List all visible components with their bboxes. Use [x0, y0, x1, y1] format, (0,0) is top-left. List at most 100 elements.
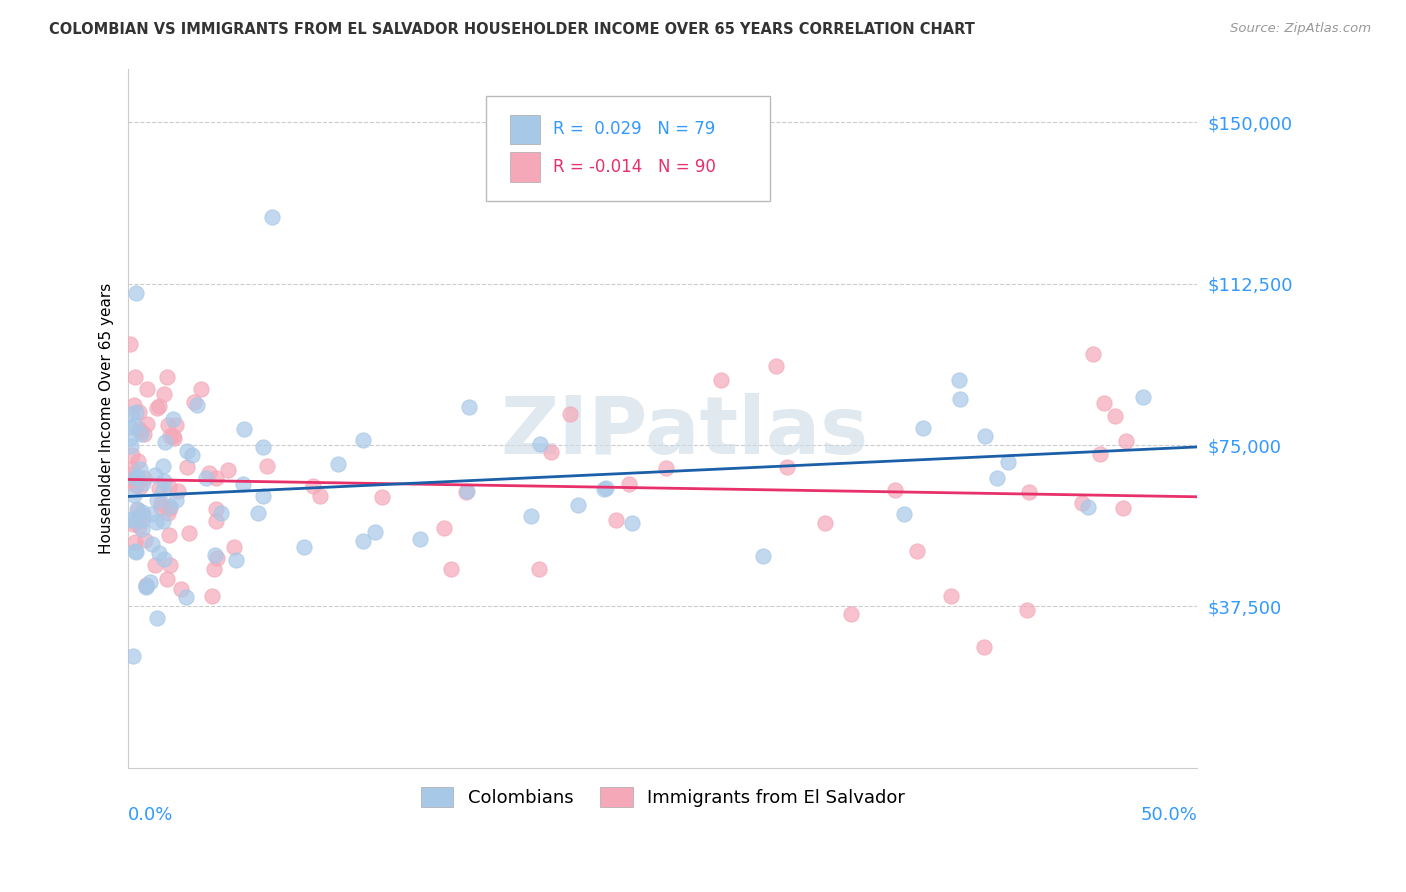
Point	[150, 495, 173, 509]
Point	[201, 590, 224, 604]
Point	[194, 470, 217, 484]
Point	[128, 519, 150, 533]
Point	[141, 537, 163, 551]
Point	[162, 432, 184, 446]
Point	[143, 468, 166, 483]
Point	[170, 582, 193, 596]
Point	[156, 370, 179, 384]
Point	[153, 434, 176, 449]
Point	[654, 461, 676, 475]
Point	[145, 515, 167, 529]
Point	[132, 508, 155, 522]
Point	[148, 546, 170, 560]
Point	[174, 590, 197, 604]
Point	[1104, 409, 1126, 424]
Point	[152, 483, 174, 497]
Point	[179, 525, 201, 540]
Point	[153, 387, 176, 401]
Point	[433, 521, 456, 535]
Point	[121, 462, 143, 476]
Point	[152, 514, 174, 528]
Point	[529, 562, 551, 576]
Point	[134, 533, 156, 547]
Point	[153, 474, 176, 488]
Point	[157, 417, 180, 432]
Point	[1017, 602, 1039, 616]
Point	[1088, 448, 1111, 462]
Point	[122, 517, 145, 532]
Point	[121, 448, 143, 462]
Point	[883, 483, 905, 497]
Point	[520, 508, 543, 523]
Point	[456, 484, 478, 499]
Point	[186, 399, 208, 413]
Point	[146, 401, 169, 416]
Point	[120, 431, 142, 445]
Point	[134, 426, 156, 441]
Point	[125, 286, 148, 301]
Text: ZIPatlas: ZIPatlas	[501, 393, 869, 471]
Point	[409, 532, 432, 546]
Point	[121, 512, 143, 526]
Point	[121, 476, 143, 491]
Point	[129, 424, 152, 438]
Text: R = -0.014   N = 90: R = -0.014 N = 90	[553, 158, 716, 176]
Point	[165, 418, 187, 433]
Point	[974, 429, 997, 443]
Point	[156, 572, 179, 586]
Point	[326, 458, 349, 472]
Point	[122, 488, 145, 502]
Point	[127, 503, 149, 517]
Point	[540, 445, 562, 459]
Point	[205, 551, 228, 566]
Point	[136, 417, 159, 431]
FancyBboxPatch shape	[510, 153, 540, 182]
Point	[125, 405, 148, 419]
Point	[157, 528, 180, 542]
Point	[364, 525, 387, 540]
Point	[120, 473, 142, 487]
Point	[905, 543, 928, 558]
Point	[127, 469, 149, 483]
Y-axis label: Householder Income Over 65 years: Householder Income Over 65 years	[100, 283, 114, 554]
Point	[125, 545, 148, 559]
Point	[593, 483, 616, 497]
Point	[232, 477, 254, 491]
Point	[204, 514, 226, 528]
Point	[120, 439, 142, 453]
Point	[135, 580, 157, 594]
Point	[135, 578, 157, 592]
Point	[202, 561, 225, 575]
Point	[224, 540, 246, 554]
Point	[204, 471, 226, 485]
Point	[131, 426, 153, 441]
Point	[135, 579, 157, 593]
Point	[841, 607, 863, 621]
Point	[1115, 434, 1137, 449]
Point	[1083, 347, 1105, 361]
Point	[1092, 396, 1115, 410]
Point	[204, 548, 226, 562]
Point	[128, 421, 150, 435]
Point	[456, 483, 478, 498]
Point	[120, 337, 142, 351]
Point	[159, 558, 181, 572]
Point	[159, 501, 181, 516]
Point	[371, 490, 394, 504]
Point	[973, 640, 995, 655]
Point	[617, 477, 640, 491]
Point	[148, 481, 170, 495]
Point	[148, 399, 170, 413]
Point	[948, 374, 970, 388]
Point	[149, 500, 172, 515]
Point	[162, 412, 184, 426]
Point	[124, 470, 146, 484]
Point	[120, 407, 142, 421]
Text: 0.0%: 0.0%	[128, 806, 173, 824]
Point	[145, 611, 167, 625]
Point	[301, 479, 323, 493]
Point	[986, 471, 1008, 485]
Point	[233, 421, 256, 435]
Point	[176, 460, 198, 475]
Point	[183, 395, 205, 409]
